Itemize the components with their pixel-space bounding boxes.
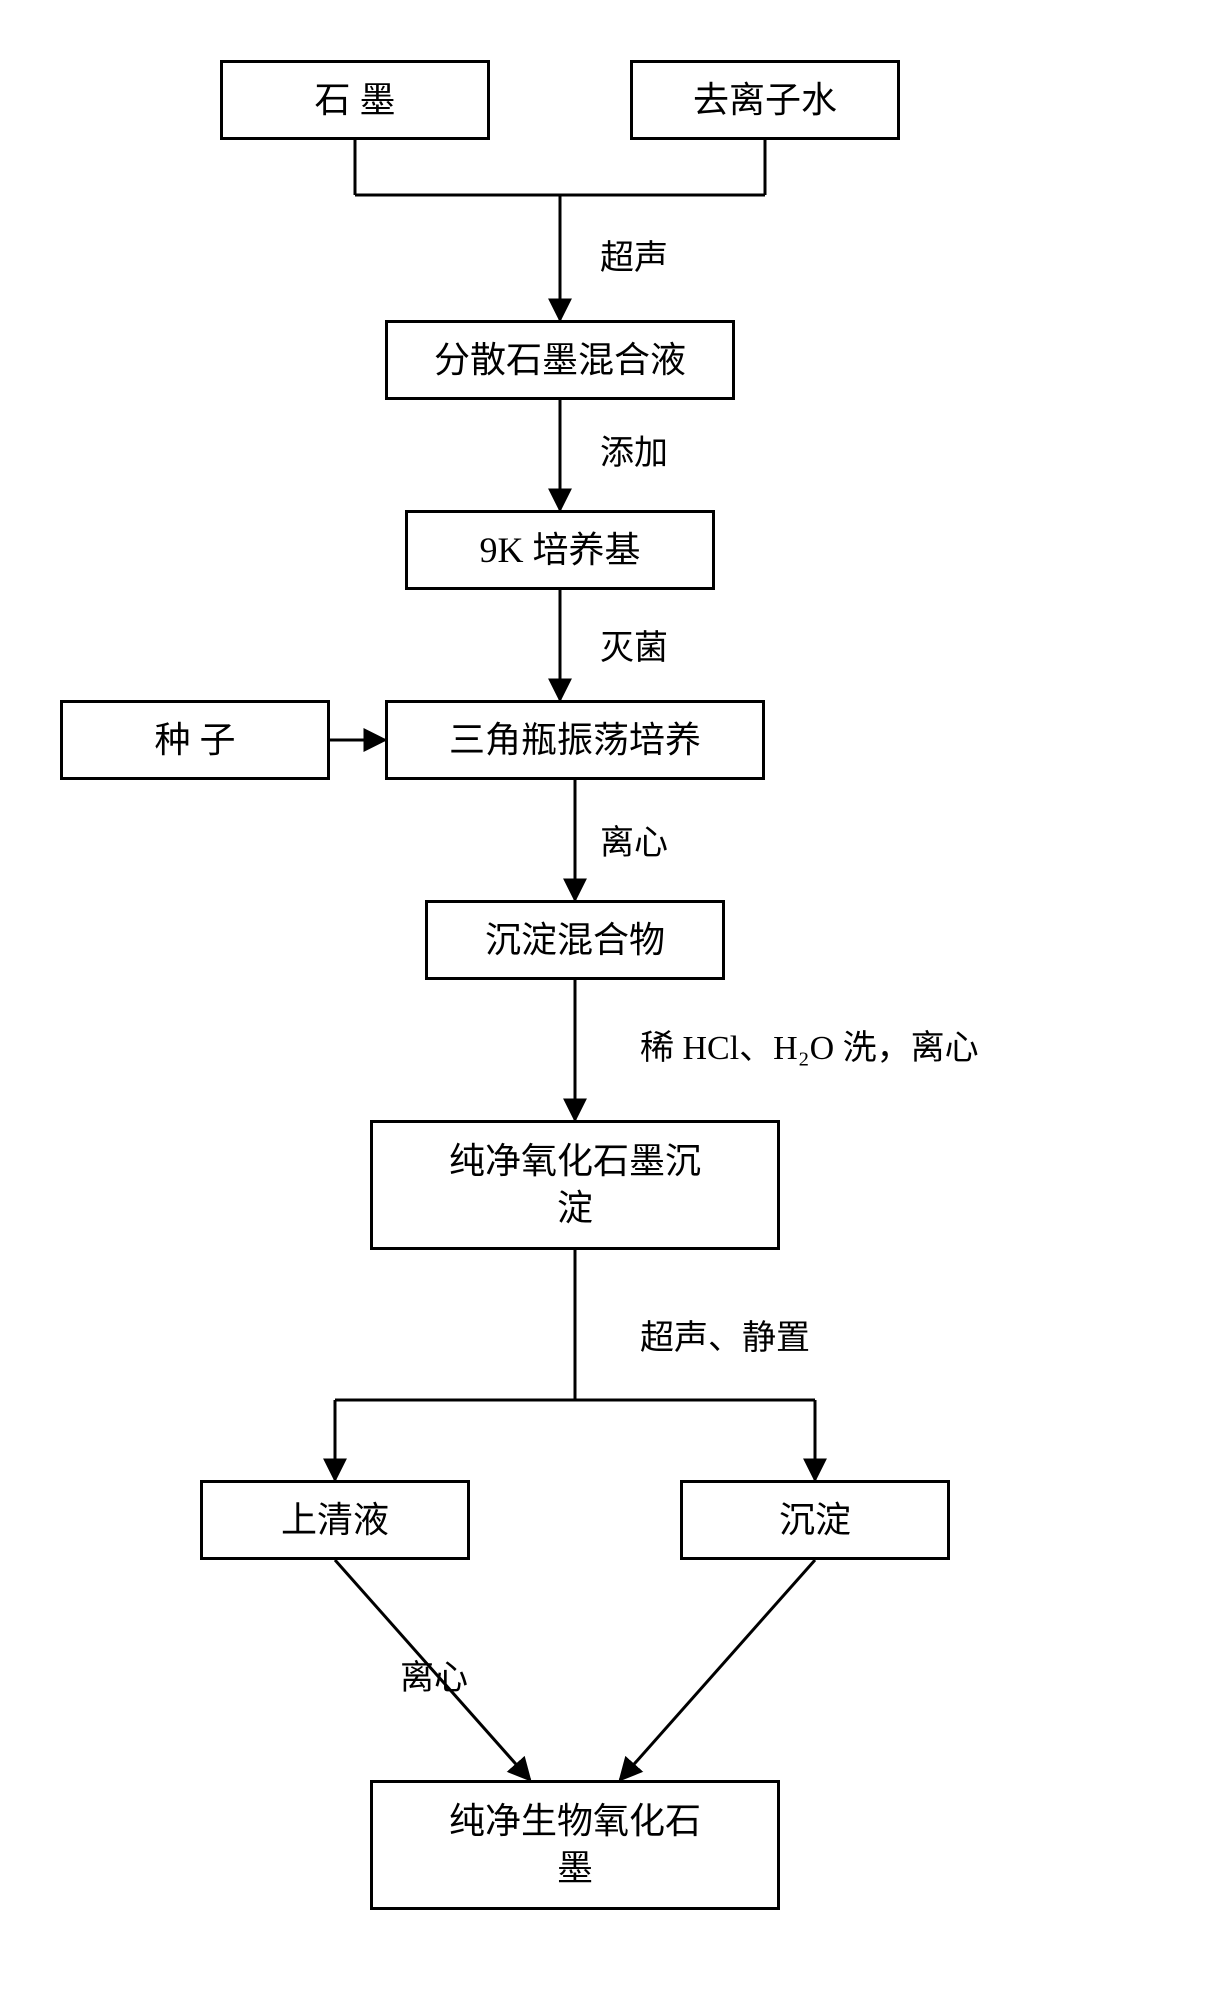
node-label: 石 墨 (314, 77, 395, 124)
edge-label-wash: 稀 HCl、H₂O 洗，离心 (640, 1020, 979, 1069)
edge-label-add: 添加 (600, 425, 668, 474)
node-medium: 9K 培养基 (405, 510, 715, 590)
node-label: 9K 培养基 (480, 527, 641, 574)
node-label: 纯净氧化石墨沉淀 (449, 1138, 701, 1232)
node-water: 去离子水 (630, 60, 900, 140)
edge-label-ultrasonic1: 超声 (600, 230, 668, 279)
edge-label-centrifuge2: 离心 (400, 1650, 468, 1699)
node-label: 纯净生物氧化石墨 (449, 1798, 701, 1892)
node-sediment: 沉淀 (680, 1480, 950, 1560)
node-seed: 种 子 (60, 700, 330, 780)
node-flask: 三角瓶振荡培养 (385, 700, 765, 780)
node-disperse: 分散石墨混合液 (385, 320, 735, 400)
node-label: 上清液 (281, 1497, 389, 1544)
flowchart-canvas: 石 墨 去离子水 分散石墨混合液 9K 培养基 种 子 三角瓶振荡培养 沉淀混合… (0, 0, 1205, 2015)
node-label: 三角瓶振荡培养 (449, 717, 701, 764)
edge-label-ultra-stand: 超声、静置 (640, 1310, 810, 1359)
flowchart-lines (0, 0, 1205, 2015)
node-label: 分散石墨混合液 (434, 337, 686, 384)
node-final: 纯净生物氧化石墨 (370, 1780, 780, 1910)
node-pure-go: 纯净氧化石墨沉淀 (370, 1120, 780, 1250)
edge-label-sterilize: 灭菌 (600, 620, 668, 669)
node-label: 沉淀混合物 (485, 917, 665, 964)
node-label: 去离子水 (693, 77, 837, 124)
node-label: 种 子 (154, 717, 235, 764)
edge-label-centrifuge1: 离心 (600, 815, 668, 864)
node-precip-mix: 沉淀混合物 (425, 900, 725, 980)
node-graphite: 石 墨 (220, 60, 490, 140)
node-supernatant: 上清液 (200, 1480, 470, 1560)
node-label: 沉淀 (779, 1497, 851, 1544)
